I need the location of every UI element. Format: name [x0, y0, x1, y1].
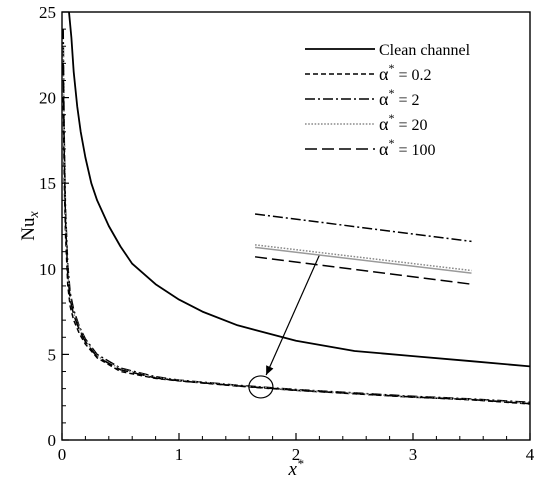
- series-line-3: [62, 29, 530, 404]
- zoom-line-4: [254, 256, 472, 285]
- zoom-line-1: [254, 213, 472, 243]
- y-axis-title: Nux: [18, 210, 42, 240]
- x-tick-label-0: 0: [58, 445, 67, 464]
- legend-alpha-star: *: [388, 61, 394, 75]
- legend-alpha-value: = 20: [394, 117, 427, 134]
- x-tick-label-3: 3: [409, 445, 418, 464]
- x-tick-label-1: 1: [175, 445, 184, 464]
- y-tick-label-0: 0: [48, 431, 57, 450]
- annotation-layer: [248, 213, 472, 399]
- legend-label-1: Clean channel: [379, 42, 471, 59]
- series-layer: [62, 12, 530, 405]
- legend-alpha-symbol: α: [379, 114, 389, 134]
- y-tick-label-15: 15: [39, 174, 56, 193]
- x-axis-title: x*: [288, 456, 304, 480]
- legend-alpha-symbol: α: [379, 64, 389, 84]
- legend-alpha-star: *: [388, 136, 394, 150]
- y-tick-label-25: 25: [39, 3, 56, 22]
- series-line-2: [62, 97, 530, 405]
- x-axis-title-base: x: [288, 459, 298, 480]
- legend-alpha-symbol: α: [379, 139, 389, 159]
- zoom-arrow: [265, 254, 320, 376]
- legend-alpha-star: *: [388, 86, 394, 100]
- plot-frame: [61, 11, 531, 441]
- legend-alpha-value: = 0.2: [394, 67, 431, 84]
- series-line-5: [62, 63, 530, 405]
- legend-label-2: α* = 0.2: [379, 61, 431, 84]
- y-axis-title-sub: x: [27, 210, 42, 218]
- legend-label-5: α* = 100: [379, 136, 435, 159]
- zoom-line-2: [254, 244, 472, 272]
- series-line-4: [62, 46, 530, 404]
- zoom-circle: [248, 375, 274, 399]
- x-tick-label-2: 2: [292, 445, 301, 464]
- legend-label-3: α* = 2: [379, 86, 419, 109]
- series-line-1: [68, 12, 530, 368]
- x-tick-label-4: 4: [526, 445, 535, 464]
- y-tick-label-10: 10: [39, 260, 56, 279]
- x-axis-title-sup: *: [297, 456, 304, 471]
- legend-alpha-value: = 100: [394, 142, 435, 159]
- legend-alpha-star: *: [388, 111, 394, 125]
- y-tick-label-20: 20: [39, 89, 56, 108]
- zoom-line-3: [254, 246, 472, 274]
- legend-label-4: α* = 20: [379, 111, 427, 134]
- y-axis-title-base: Nu: [18, 217, 39, 241]
- legend-alpha-symbol: α: [379, 89, 389, 109]
- y-tick-label-5: 5: [48, 345, 57, 364]
- legend-alpha-value: = 2: [394, 92, 419, 109]
- tick-layer: 0 1 2 3 4 0 5 10 15 20 25: [39, 3, 535, 464]
